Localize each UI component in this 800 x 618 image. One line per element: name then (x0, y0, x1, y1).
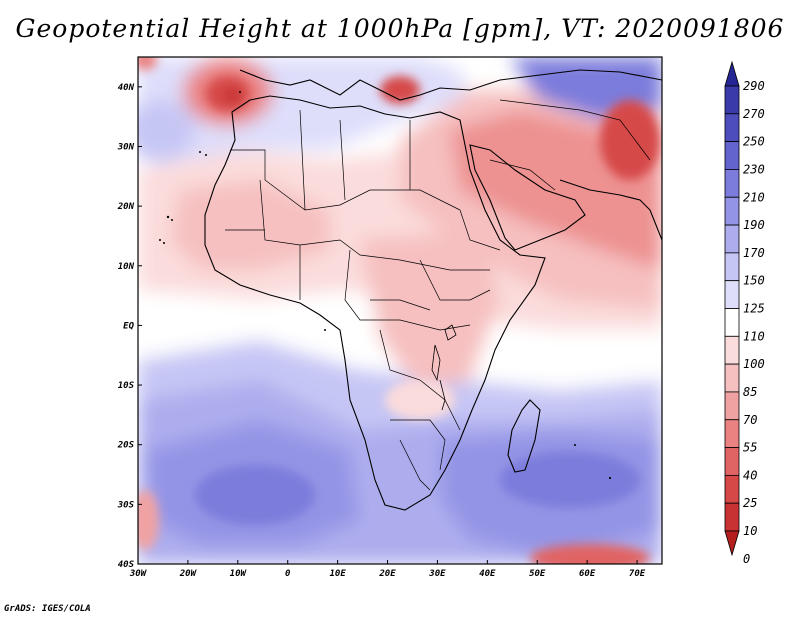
colorbar-label: 125 (743, 302, 765, 316)
lon-tick-label: 60E (579, 569, 596, 579)
colorbar-swatch (724, 391, 740, 421)
colorbar-label: 0 (743, 552, 750, 566)
plot-frame (137, 56, 663, 565)
madagascar-coastline (507, 399, 541, 473)
lat-tick-label: 20N (117, 202, 135, 212)
colorbar-top-triangle (724, 60, 740, 87)
colorbar-label: 40 (743, 468, 757, 482)
credit-label: GrADS: IGES/COLA (4, 604, 91, 614)
colorbar-swatch (724, 141, 740, 170)
lat-tick-label: 40S (118, 560, 135, 570)
lakes (431, 324, 457, 411)
colorbar-swatch (724, 252, 740, 282)
lat-tick-label: 40N (118, 83, 135, 93)
asia-coastline (559, 179, 662, 241)
lon-tick-label: 50E (529, 569, 546, 579)
colorbar-label: 270 (743, 107, 765, 121)
colorbar-swatch (724, 502, 740, 532)
colorbar-swatch (724, 447, 740, 476)
country-borders (225, 99, 651, 491)
colorbar-label: 150 (743, 274, 765, 288)
colorbar-swatch (724, 474, 740, 504)
colorbar-swatch (724, 335, 740, 365)
colorbar-label: 25 (743, 496, 757, 510)
lat-tick-label: 30N (117, 142, 135, 152)
colorbar-label: 170 (743, 246, 765, 260)
colorbar-swatch (724, 169, 740, 198)
lon-tick-label: 10W (230, 569, 248, 579)
colorbar-label: 110 (743, 329, 765, 343)
islands (159, 91, 612, 480)
height-field (138, 57, 662, 564)
colorbar-label: 10 (743, 524, 757, 538)
lon-axis: 30W 20W 10W 0 10E 20E 30E 40E 50E 60E 70E (129, 560, 646, 579)
colorbar-label: 250 (743, 135, 765, 149)
lon-tick-label: 30E (428, 569, 446, 579)
colorbar-swatch (724, 224, 740, 254)
colorbar-swatch (724, 85, 740, 115)
europe-coastline (239, 69, 662, 101)
lat-tick-label: 10N (118, 262, 135, 272)
colorbar-swatch (724, 308, 740, 337)
lon-tick-label: 20W (179, 569, 198, 579)
lon-tick-label: 20E (378, 569, 396, 579)
lon-tick-label: 70E (629, 569, 646, 579)
lat-tick-label: 20S (117, 441, 135, 451)
colorbar-label: 210 (743, 190, 765, 204)
africa-coastline (204, 95, 546, 511)
colorbar-swatch (724, 196, 740, 226)
colorbar-label: 290 (743, 79, 765, 93)
map-title: Geopotential Height at 1000hPa [gpm], VT… (15, 14, 785, 43)
lon-tick-label: 40E (479, 569, 496, 579)
colorbar-label: 100 (743, 357, 765, 371)
lon-tick-label: 10E (329, 569, 346, 579)
lat-axis: 40N 30N 20N 10N EQ 10S 20S 30S 40S (117, 83, 142, 570)
arabia-coastline (469, 144, 586, 251)
colorbar-swatch (724, 280, 740, 309)
colorbar: 2902702502302101901701501251101008570554… (724, 60, 765, 566)
lon-tick-label: 30W (129, 569, 148, 579)
colorbar-label: 230 (743, 162, 765, 176)
colorbar-bottom-triangle (724, 530, 740, 557)
lon-tick-label: 0 (285, 569, 291, 579)
colorbar-swatch (724, 113, 740, 143)
colorbar-label: 55 (743, 441, 757, 455)
lat-tick-label: 30S (117, 500, 135, 510)
colorbar-label: 70 (743, 413, 757, 427)
lat-tick-label: EQ (123, 321, 134, 331)
colorbar-swatch (724, 363, 740, 393)
lat-tick-label: 10S (118, 381, 135, 391)
colorbar-label: 190 (743, 218, 765, 232)
colorbar-swatch (724, 419, 740, 448)
colorbar-label: 85 (743, 385, 757, 399)
